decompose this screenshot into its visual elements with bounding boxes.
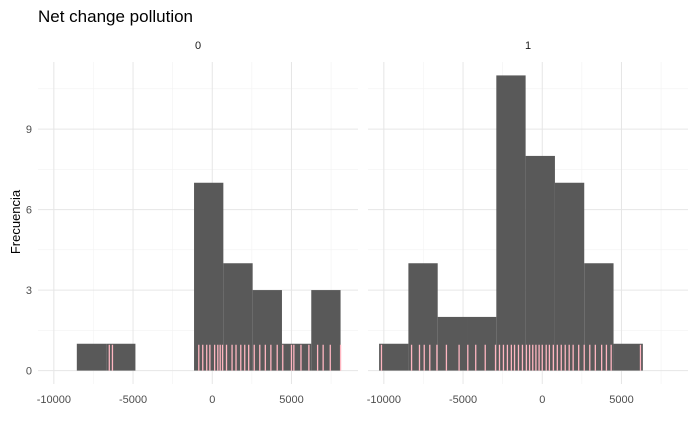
histogram-bar bbox=[467, 316, 497, 371]
histogram-bar bbox=[613, 343, 643, 371]
y-tick-label: 6 bbox=[26, 205, 32, 217]
x-tick-label: -5000 bbox=[449, 394, 477, 406]
x-tick-label: 0 bbox=[209, 394, 215, 406]
chart-title: Net change pollution bbox=[38, 7, 193, 26]
x-tick-label: -5000 bbox=[119, 394, 147, 406]
histogram-bar bbox=[106, 343, 136, 371]
histogram-bar bbox=[408, 263, 438, 371]
histogram-bar bbox=[437, 316, 468, 371]
histogram-bar bbox=[281, 343, 312, 371]
histogram-bar bbox=[525, 155, 555, 371]
y-axis-label: Frecuencia bbox=[8, 189, 23, 254]
histogram-bar bbox=[496, 75, 526, 371]
x-tick-label: -10000 bbox=[367, 394, 401, 406]
facet-panel-1: 1 -10000 -5000 0 5000 bbox=[367, 40, 688, 406]
histogram-bar bbox=[554, 182, 585, 371]
facet-strip-label: 0 bbox=[195, 40, 201, 52]
histogram-bar bbox=[194, 182, 224, 371]
x-tick-label: 5000 bbox=[279, 394, 303, 406]
x-tick-label: 0 bbox=[539, 394, 545, 406]
y-tick-label: 9 bbox=[26, 124, 32, 136]
x-tick-label: -10000 bbox=[37, 394, 71, 406]
x-tick-label: 5000 bbox=[609, 394, 633, 406]
y-tick-label: 0 bbox=[26, 366, 32, 378]
facet-panel-0: 0 -10000 -5000 0 5000 bbox=[37, 40, 358, 406]
y-tick-label: 3 bbox=[26, 285, 32, 297]
histogram-bar bbox=[584, 263, 614, 371]
histogram-bar bbox=[223, 263, 253, 371]
histogram-bar bbox=[379, 343, 409, 371]
facet-strip-label: 1 bbox=[525, 40, 531, 52]
histogram-bar bbox=[311, 290, 341, 371]
facet-panels: 0 -10000 -5000 0 5000 1 -10000 -5000 0 5000 0 3 6 9 bbox=[26, 40, 688, 406]
histogram-bar bbox=[76, 343, 107, 371]
